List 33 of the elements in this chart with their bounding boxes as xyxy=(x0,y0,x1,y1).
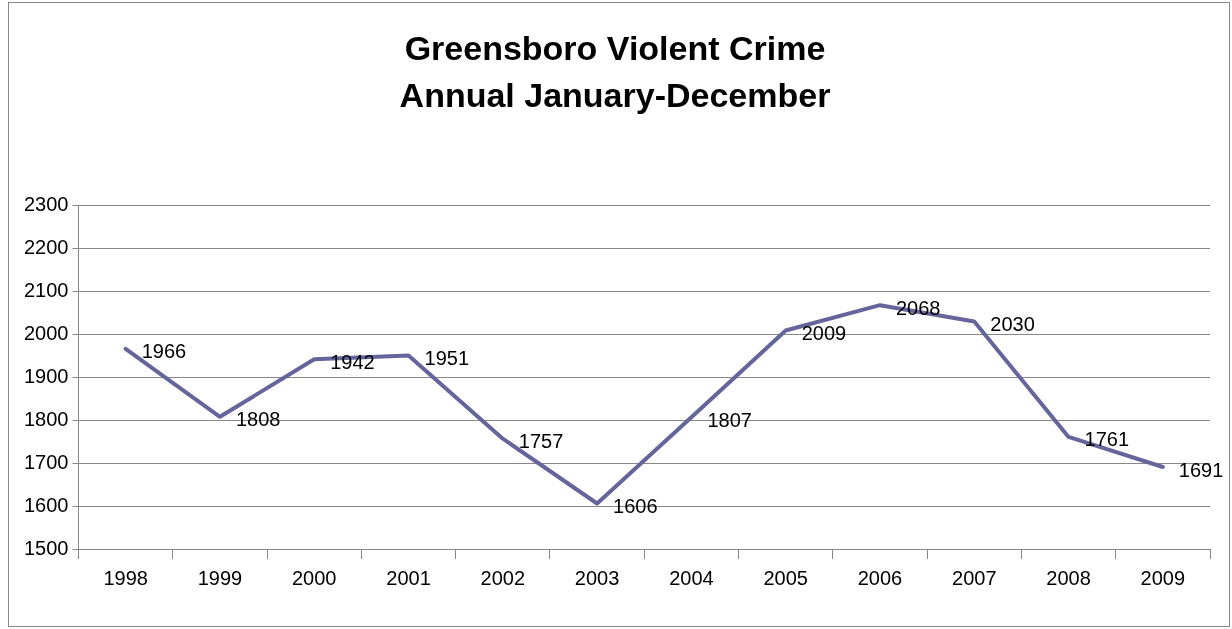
y-tick-label: 2100 xyxy=(23,278,69,301)
x-tick-label: 2008 xyxy=(1046,566,1091,589)
data-label: 1606 xyxy=(613,495,658,518)
chart-subtitle: Annual January-December xyxy=(399,75,831,114)
data-label: 1761 xyxy=(1084,428,1130,451)
data-label: 1807 xyxy=(707,408,752,431)
x-tick-label: 2007 xyxy=(952,566,997,589)
y-tick-label: 1500 xyxy=(23,536,69,559)
data-label: 1966 xyxy=(141,340,187,363)
chart-title: Greensboro Violent Crime xyxy=(404,28,826,67)
x-tick-label: 2009 xyxy=(1140,566,1186,589)
x-tick-label: 2004 xyxy=(669,566,714,589)
x-tick-label: 2005 xyxy=(763,566,808,589)
y-tick-label: 1600 xyxy=(23,493,69,516)
data-label: 2009 xyxy=(801,322,847,345)
y-tick-label: 1700 xyxy=(23,450,69,473)
data-label: 1757 xyxy=(518,430,564,453)
x-tick-label: 2002 xyxy=(480,566,526,589)
y-tick-label: 1800 xyxy=(23,407,69,430)
data-label: 2030 xyxy=(990,313,1035,336)
y-tick-label: 2000 xyxy=(23,321,69,344)
x-tick-label: 2001 xyxy=(386,566,431,589)
x-tick-label: 2006 xyxy=(857,566,903,589)
data-label: 1808 xyxy=(235,408,281,431)
x-tick-label: 2003 xyxy=(574,566,620,589)
data-label: 1691 xyxy=(1178,458,1224,481)
x-tick-label: 1998 xyxy=(103,566,148,589)
y-tick-label: 2300 xyxy=(23,193,69,216)
x-tick-label: 2000 xyxy=(291,566,337,589)
y-tick-label: 1900 xyxy=(23,364,69,387)
data-label: 1951 xyxy=(424,346,470,369)
x-tick-label: 1999 xyxy=(197,566,243,589)
y-tick-label: 2200 xyxy=(23,236,69,259)
